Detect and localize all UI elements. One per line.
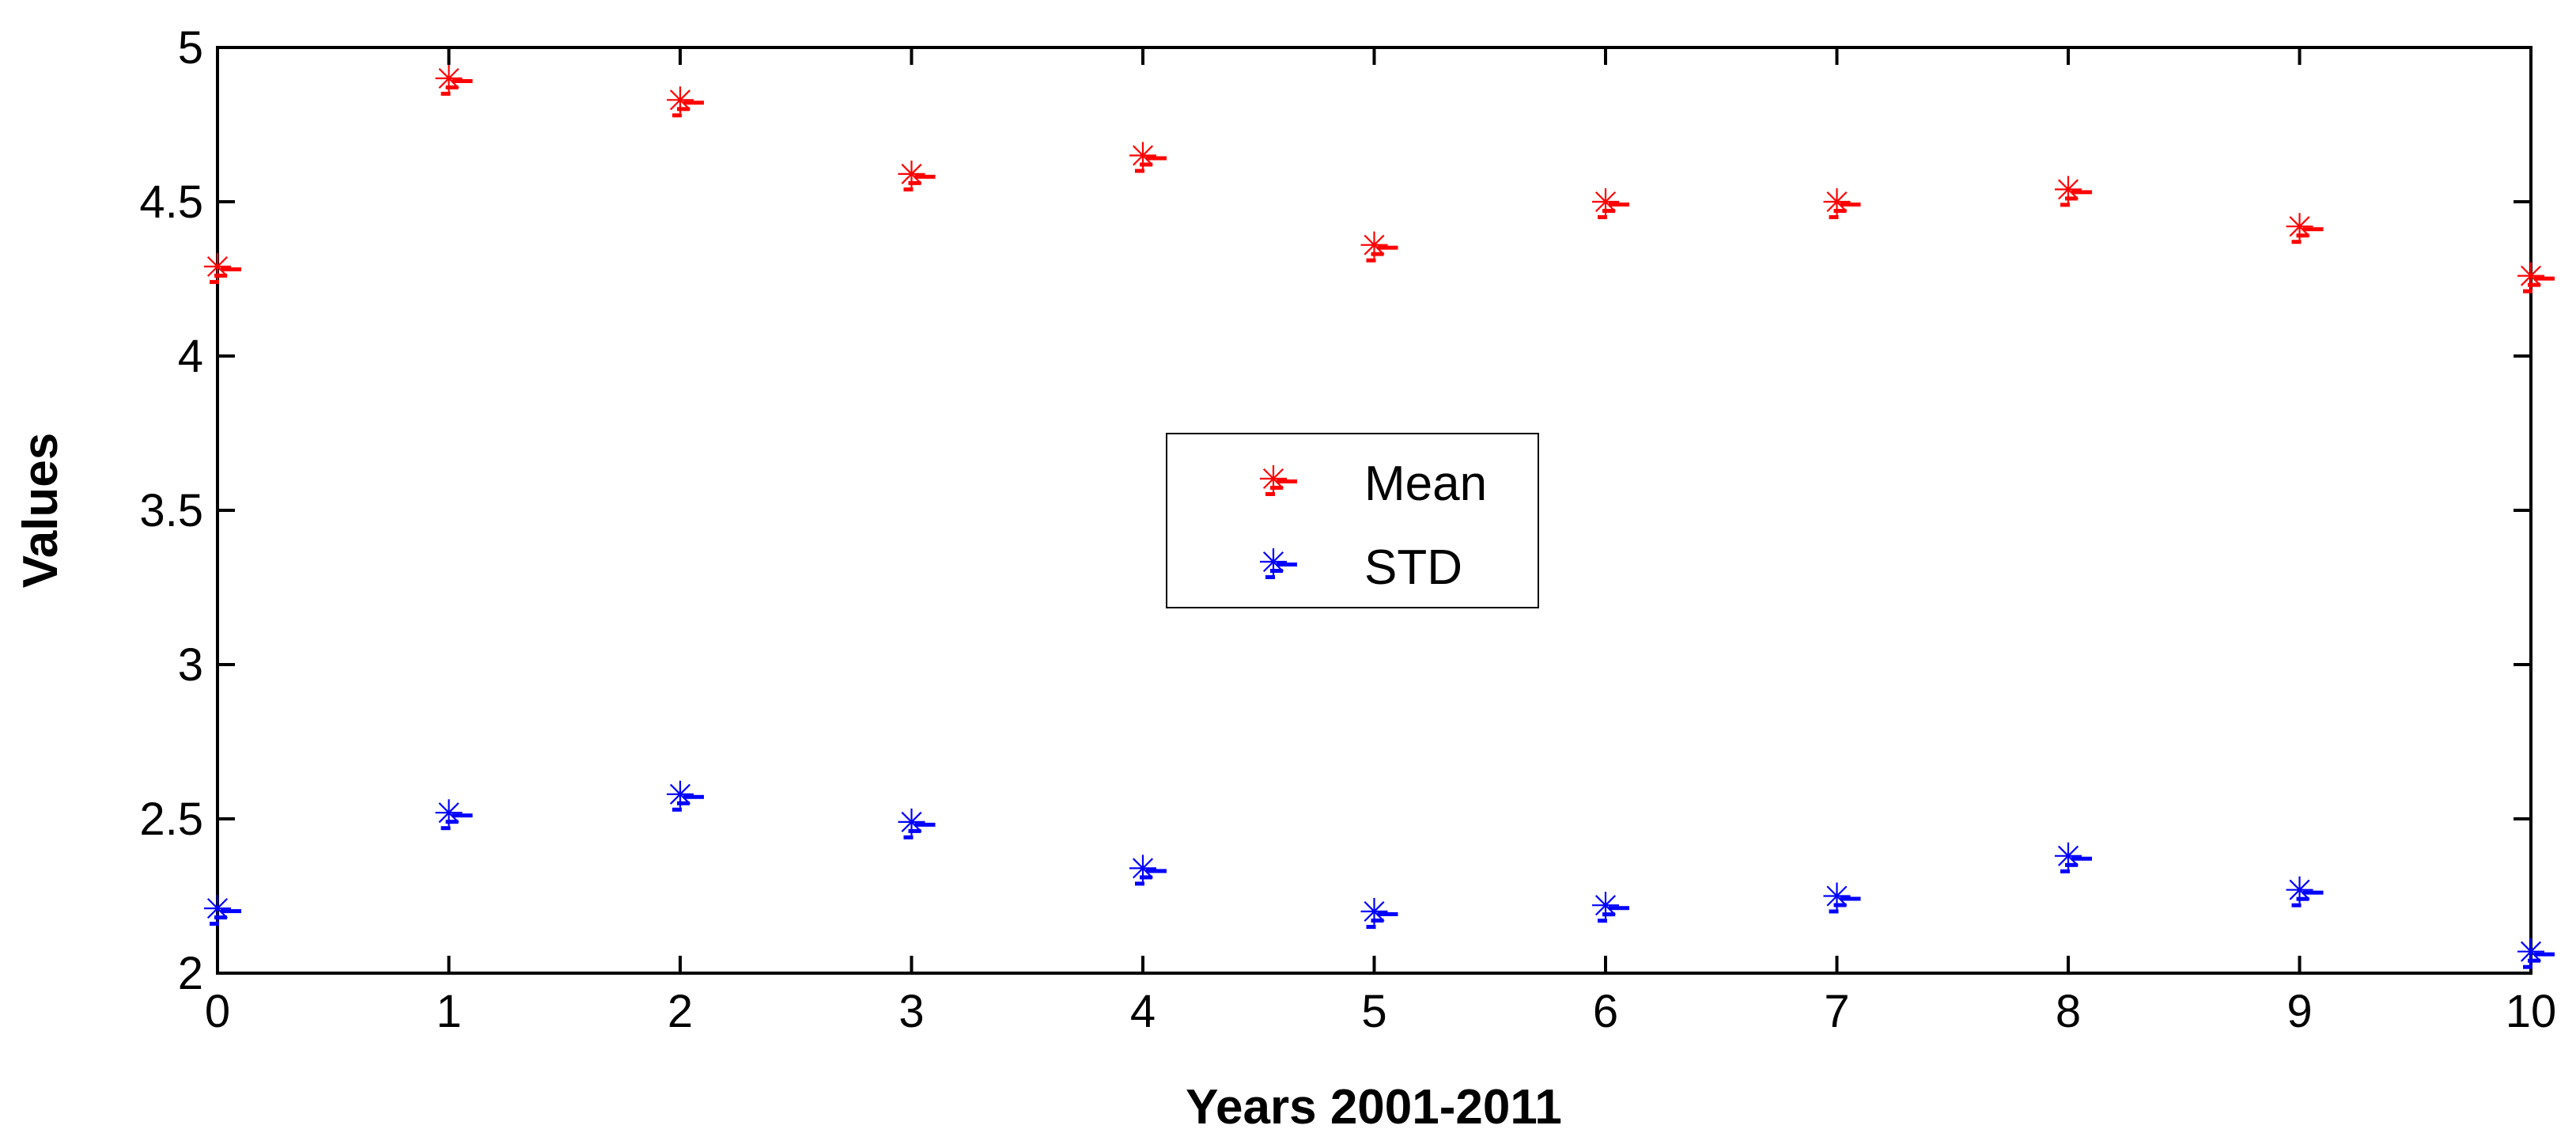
legend-box	[1166, 433, 1539, 608]
y-axis-label: Values	[13, 433, 68, 588]
x-axis-label: Years 2001-2011	[1186, 1080, 1562, 1135]
x-tick-label: 2	[668, 986, 693, 1037]
x-tick-label: 4	[1130, 986, 1156, 1037]
data-point	[2055, 176, 2092, 207]
data-point	[1592, 188, 1629, 219]
data-point	[2286, 876, 2324, 907]
x-axis-ticks: 0 1 2 3 4 5 6 7 8 9 10	[205, 47, 2556, 1037]
y-tick-label: 4	[178, 331, 203, 382]
x-tick-label: 6	[1593, 986, 1618, 1037]
legend-marker-mean	[1260, 465, 1297, 496]
data-point	[1360, 898, 1398, 929]
y-tick-label: 3	[178, 639, 203, 691]
legend-marker	[1260, 548, 1297, 579]
legend-label-mean: Mean	[1364, 457, 1487, 511]
x-tick-label: 10	[2506, 986, 2557, 1037]
data-point	[1129, 142, 1167, 173]
data-point	[1823, 882, 1861, 914]
legend: Mean STD	[1166, 433, 1539, 608]
data-point	[435, 65, 473, 96]
data-point	[898, 160, 936, 191]
data-point	[435, 799, 473, 831]
data-point	[1129, 854, 1167, 886]
x-tick-label: 0	[205, 986, 230, 1037]
series-mean	[204, 65, 2555, 294]
y-tick-label: 4.5	[139, 176, 203, 228]
x-tick-label: 9	[2287, 986, 2312, 1037]
data-point	[2286, 213, 2324, 244]
x-tick-label: 8	[2056, 986, 2081, 1037]
x-tick-label: 5	[1361, 986, 1386, 1037]
data-point	[667, 86, 704, 118]
y-tick-label: 5	[178, 22, 203, 74]
legend-marker-std	[1260, 548, 1297, 579]
x-tick-label: 7	[1824, 986, 1849, 1037]
y-tick-label: 2	[178, 948, 203, 999]
data-point	[898, 808, 936, 839]
data-points	[204, 65, 2555, 969]
y-tick-label: 2.5	[139, 794, 203, 845]
data-point	[2517, 938, 2555, 969]
data-point	[2055, 842, 2092, 873]
data-point	[667, 780, 704, 812]
data-point	[204, 252, 241, 284]
data-point	[1823, 188, 1861, 219]
x-tick-label: 1	[436, 986, 461, 1037]
data-point	[2517, 262, 2555, 294]
data-point	[204, 895, 241, 926]
legend-label-std: STD	[1364, 540, 1462, 595]
legend-marker	[1260, 465, 1297, 496]
data-point	[1592, 892, 1629, 923]
series-std	[204, 780, 2555, 969]
y-axis-ticks: 2 2.5 3 3.5 4 4.5 5	[139, 22, 2531, 999]
data-point	[1360, 231, 1398, 263]
y-tick-label: 3.5	[139, 485, 203, 536]
x-tick-label: 3	[898, 986, 924, 1037]
